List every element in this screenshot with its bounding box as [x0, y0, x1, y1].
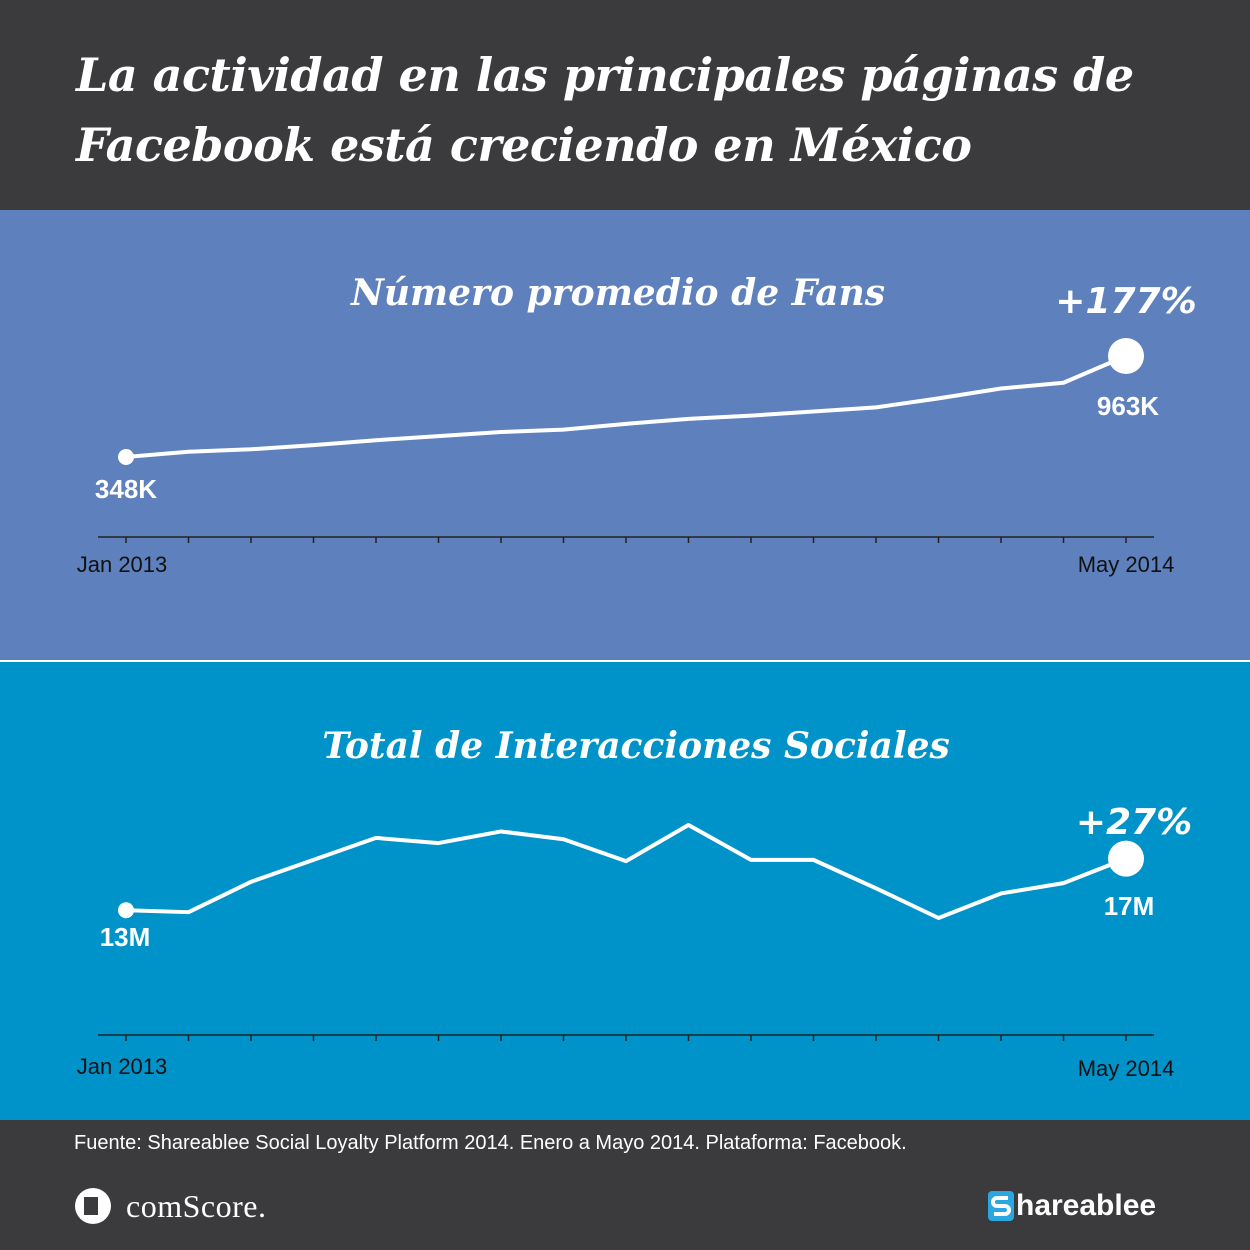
fans-chart: Número promedio de Fans +177% 348K 963K … — [77, 272, 1197, 577]
fans-start-value-label: 348K — [95, 474, 157, 504]
shareablee-s-icon — [988, 1191, 1014, 1221]
shareablee-logo: hareablee — [988, 1186, 1156, 1226]
interactions-chart-title: Total de Interacciones Sociales — [322, 725, 949, 767]
comscore-wordmark: comScore. — [126, 1187, 267, 1224]
source-note: Fuente: Shareablee Social Loyalty Platfo… — [74, 1132, 907, 1154]
interactions-axis — [98, 1034, 1154, 1041]
interactions-start-value-label: 13M — [100, 922, 151, 952]
interactions-x-tick-end: May 2014 — [1078, 1056, 1175, 1081]
fans-series-line — [124, 354, 1128, 459]
interactions-points — [118, 840, 1144, 919]
fans-points — [118, 338, 1144, 465]
interactions-end-point — [1108, 840, 1144, 877]
interactions-chart-panel: Total de Interacciones Sociales +27% 13M… — [0, 662, 1250, 1120]
fans-x-tick-start: Jan 2013 — [77, 552, 168, 577]
interactions-start-point — [118, 902, 134, 919]
interactions-chart: Total de Interacciones Sociales +27% 13M… — [77, 725, 1192, 1081]
comscore-logo: comScore. — [74, 1186, 266, 1226]
fans-end-point — [1108, 338, 1144, 374]
page-title: La actividad en las principales páginas … — [76, 48, 1134, 172]
fans-chart-panel: Número promedio de Fans +177% 348K 963K … — [0, 210, 1250, 660]
fans-x-tick-end: May 2014 — [1078, 552, 1175, 577]
interactions-end-value-label: 17M — [1104, 891, 1155, 921]
footer: Fuente: Shareablee Social Loyalty Platfo… — [0, 1120, 1250, 1250]
fans-chart-title: Número promedio de Fans — [350, 272, 885, 314]
header: La actividad en las principales páginas … — [0, 0, 1250, 210]
interactions-line-layer — [124, 823, 1128, 920]
fans-end-value-label: 963K — [1097, 391, 1159, 421]
interactions-series-line — [124, 823, 1128, 920]
fans-start-point — [118, 449, 134, 465]
interactions-growth-label: +27% — [1076, 802, 1192, 843]
shareablee-wordmark: hareablee — [1016, 1189, 1157, 1222]
fans-axis — [98, 536, 1154, 543]
panel-divider — [0, 660, 1250, 662]
fans-growth-label: +177% — [1055, 281, 1196, 322]
fans-line-layer — [124, 354, 1128, 459]
comscore-mark-icon — [75, 1188, 111, 1224]
interactions-x-tick-start: Jan 2013 — [77, 1054, 168, 1079]
